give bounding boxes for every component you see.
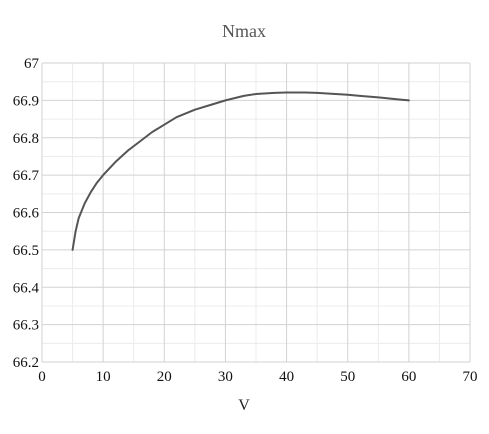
y-tick-label: 66.7 (13, 168, 40, 184)
series-line-1 (71, 91, 410, 251)
x-tick-label: 70 (463, 369, 478, 385)
y-tick-label: 66.6 (13, 206, 40, 222)
y-tick-label: 66.4 (13, 280, 40, 296)
y-tick-label: 66.8 (13, 131, 39, 147)
x-tick-label: 40 (279, 369, 294, 385)
y-tick-label: 66.5 (13, 243, 39, 259)
x-tick-label: 30 (218, 369, 233, 385)
grid (41, 62, 471, 363)
x-tick-label: 20 (157, 369, 172, 385)
x-tick-label: 50 (340, 369, 355, 385)
axes (41, 63, 470, 363)
y-tick-label: 67 (24, 56, 40, 72)
y-tick-label: 66.9 (13, 93, 39, 109)
y-tick-label: 66.3 (13, 318, 39, 334)
x-axis-label: V (238, 397, 250, 414)
x-tick-label: 60 (401, 369, 416, 385)
series-group (71, 91, 410, 251)
tick-labels: 0 10 20 30 40 50 60 70 66.2 66.3 66.4 66.5 66.6 66.7 6… (13, 56, 478, 385)
y-tick-label: 66.2 (13, 355, 39, 371)
x-tick-label: 0 (38, 369, 46, 385)
chart-title: Nmax (222, 21, 266, 41)
x-tick-label: 10 (96, 369, 111, 385)
